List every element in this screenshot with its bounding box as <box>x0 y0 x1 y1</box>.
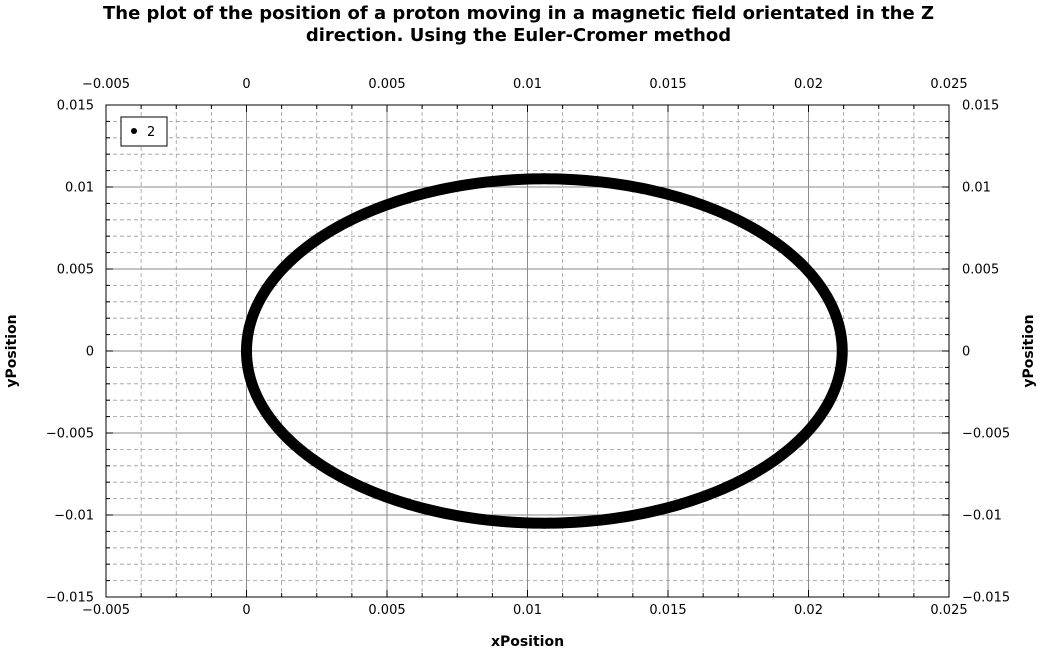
x-tick-label-bottom: −0.005 <box>82 603 130 618</box>
axis-tick-labels: −0.005 −0.005 0 0 0.005 0.005 0.01 0.01 0.015 0.0… <box>46 77 1010 618</box>
x-tick-label-bottom: 0.025 <box>930 603 967 618</box>
chart-title-line-1: The plot of the position of a proton mov… <box>102 3 935 24</box>
y-tick-label-left: −0.015 <box>46 591 94 606</box>
y-tick-label-right: 0.01 <box>962 181 991 196</box>
series-layer <box>241 173 848 529</box>
x-tick-label-bottom: 0 <box>242 603 250 618</box>
x-tick-label-bottom: 0.02 <box>794 603 823 618</box>
y-tick-label-right: 0 <box>962 345 970 360</box>
x-tick-label-top: 0.01 <box>513 77 542 92</box>
legend: 2 <box>120 116 168 147</box>
y-tick-label-right: −0.015 <box>962 591 1010 606</box>
chart-title: The plot of the position of a proton mov… <box>0 3 1037 47</box>
y-tick-label-right: −0.01 <box>962 509 1002 524</box>
x-tick-label-top: 0 <box>242 77 250 92</box>
x-tick-label-top: 0.02 <box>794 77 823 92</box>
x-axis-label: xPosition <box>491 634 564 650</box>
x-tick-label-top: 0.025 <box>930 77 967 92</box>
x-tick-label-bottom: 0.01 <box>513 603 542 618</box>
x-tick-label-bottom: 0.015 <box>649 603 686 618</box>
y-tick-label-left: 0 <box>86 345 94 360</box>
chart-title-line-2: direction. Using the Euler-Cromer method <box>305 25 732 46</box>
y-tick-label-left: 0.005 <box>57 263 94 278</box>
y-tick-label-left: 0.015 <box>57 99 94 114</box>
y-axis-label-left: yPosition <box>4 314 20 387</box>
y-tick-label-right: 0.005 <box>962 263 999 278</box>
y-tick-label-left: −0.01 <box>54 509 94 524</box>
legend-label: 2 <box>147 125 155 140</box>
y-tick-label-left: −0.005 <box>46 427 94 442</box>
series-2-trajectory <box>241 173 848 529</box>
x-tick-label-top: 0.015 <box>649 77 686 92</box>
x-tick-label-bottom: 0.005 <box>368 603 405 618</box>
y-tick-label-right: −0.005 <box>962 427 1010 442</box>
x-tick-label-top: 0.005 <box>368 77 405 92</box>
legend-box <box>120 116 168 147</box>
x-tick-label-top: −0.005 <box>82 77 130 92</box>
legend-marker <box>131 128 137 134</box>
axis-ticks <box>105 104 950 598</box>
y-tick-label-left: 0.01 <box>65 181 94 196</box>
y-axis-label-right: yPosition <box>1021 314 1037 387</box>
y-tick-label-right: 0.015 <box>962 99 999 114</box>
